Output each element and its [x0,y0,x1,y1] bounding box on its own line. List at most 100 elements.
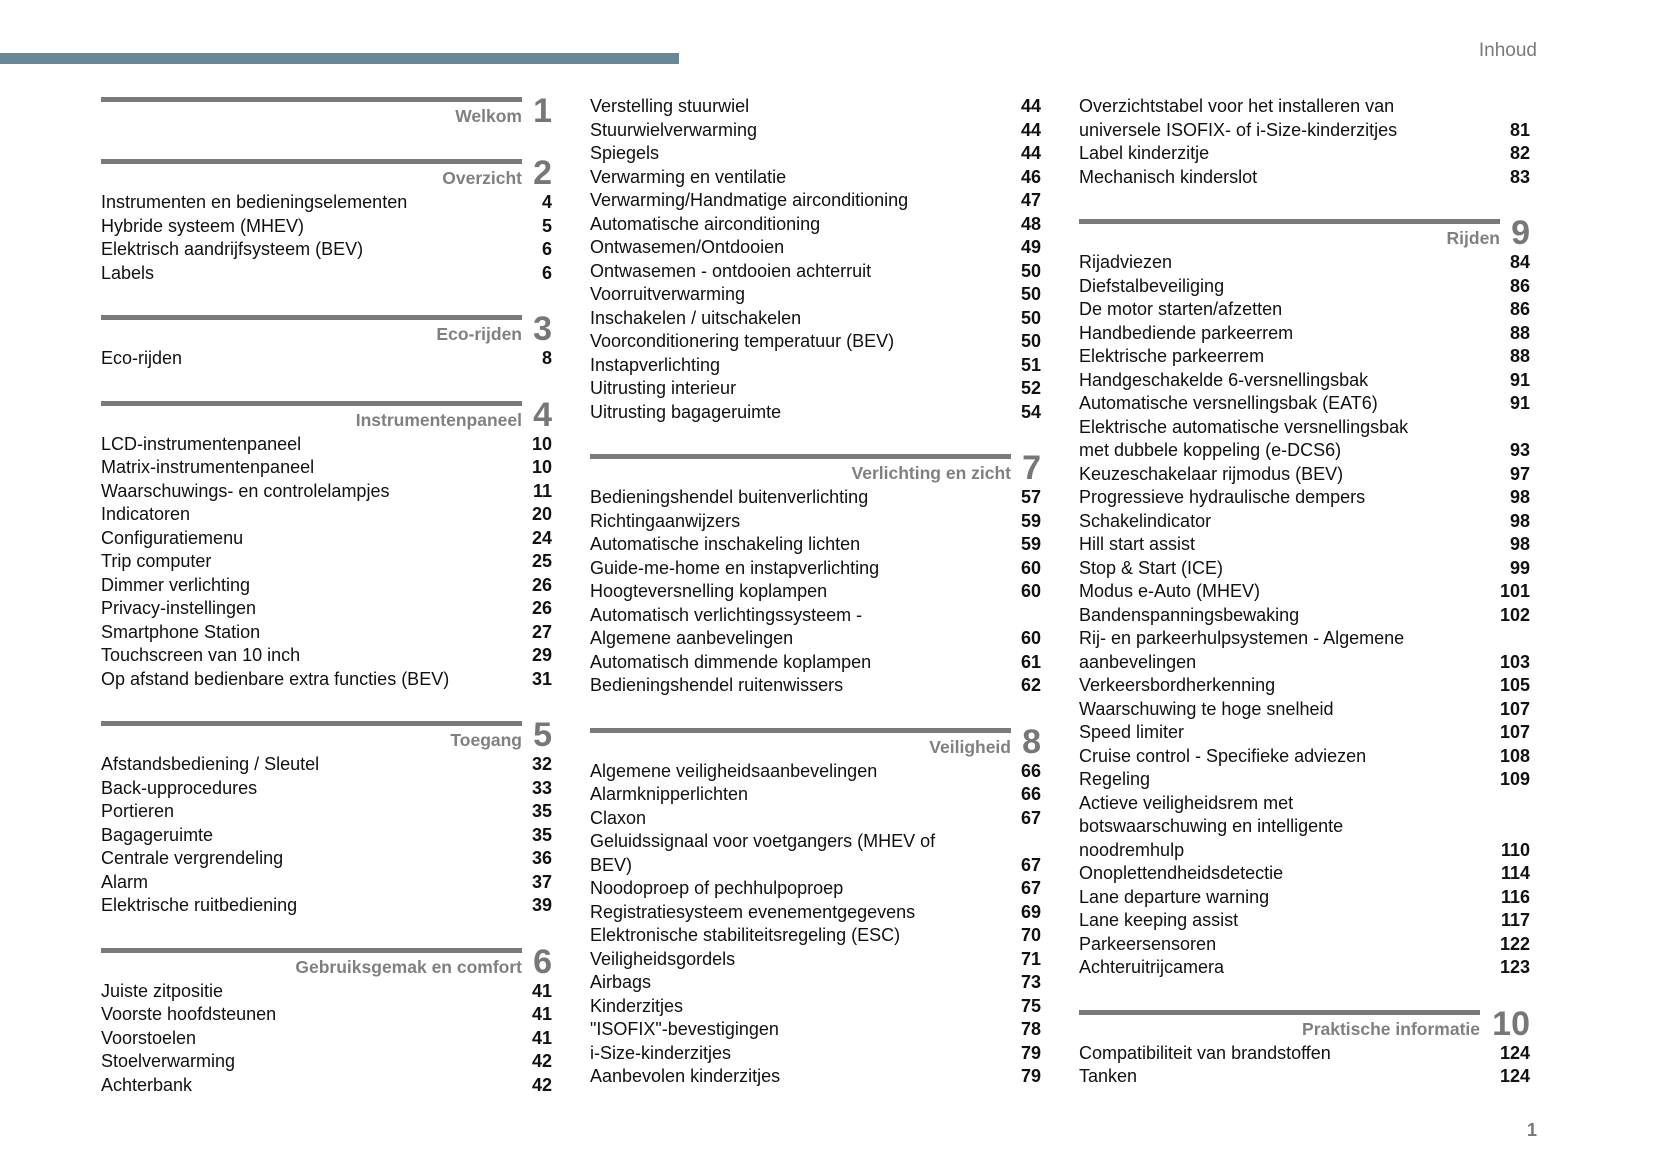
toc-entry[interactable]: Op afstand bedienbare extra functies (BE… [101,668,552,692]
toc-entry[interactable]: Instrumenten en bedieningselementen 4 [101,191,552,215]
section-header[interactable]: Overzicht 2 [101,155,552,191]
toc-entry[interactable]: Handbediende parkeerrem 88 [1079,322,1530,346]
toc-entry[interactable]: Bandenspanningsbewaking 102 [1079,604,1530,628]
toc-entry[interactable]: Touchscreen van 10 inch 29 [101,644,552,668]
toc-entry[interactable]: Speed limiter 107 [1079,721,1530,745]
section-header[interactable]: Instrumentenpaneel 4 [101,397,552,433]
toc-entry[interactable]: Noodoproep of pechhulpoproep 67 [590,877,1041,901]
toc-entry[interactable]: Verwarming en ventilatie 46 [590,166,1041,190]
toc-entry[interactable]: "ISOFIX"-bevestigingen 78 [590,1018,1041,1042]
toc-entry[interactable]: Automatisch dimmende koplampen 61 [590,651,1041,675]
toc-entry[interactable]: Geluidssignaal voor voetgangers (MHEV of… [590,830,1041,877]
section-header[interactable]: Praktische informatie 10 [1079,1006,1530,1042]
section-header[interactable]: Welkom 1 [101,93,552,129]
toc-entry[interactable]: Indicatoren 20 [101,503,552,527]
toc-entry[interactable]: Lane keeping assist 117 [1079,909,1530,933]
toc-entry[interactable]: Ontwasemen - ontdooien achterruit 50 [590,260,1041,284]
toc-entry[interactable]: Dimmer verlichting 26 [101,574,552,598]
toc-entry[interactable]: Handgeschakelde 6-versnellingsbak 91 [1079,369,1530,393]
toc-entry[interactable]: Diefstalbeveiliging 86 [1079,275,1530,299]
toc-entry[interactable]: Ontwasemen/Ontdooien 49 [590,236,1041,260]
toc-entry[interactable]: Algemene veiligheidsaanbevelingen 66 [590,760,1041,784]
toc-entry[interactable]: Tanken 124 [1079,1065,1530,1089]
toc-entry[interactable]: Alarm 37 [101,871,552,895]
toc-entry[interactable]: Verstelling stuurwiel 44 [590,95,1041,119]
section-header[interactable]: Verlichting en zicht 7 [590,450,1041,486]
toc-entry[interactable]: Rij- en parkeerhulpsystemen - Algemene aa… [1079,627,1530,674]
toc-entry[interactable]: Voorstoelen 41 [101,1027,552,1051]
toc-entry[interactable]: Spiegels 44 [590,142,1041,166]
toc-entry[interactable]: Modus e-Auto (MHEV) 101 [1079,580,1530,604]
toc-entry[interactable]: Schakelindicator 98 [1079,510,1530,534]
toc-entry[interactable]: Back-upprocedures 33 [101,777,552,801]
toc-entry[interactable]: Trip computer 25 [101,550,552,574]
toc-entry[interactable]: Hoogteversnelling koplampen 60 [590,580,1041,604]
toc-entry[interactable]: Automatische versnellingsbak (EAT6) 91 [1079,392,1530,416]
toc-entry[interactable]: Claxon 67 [590,807,1041,831]
toc-entry[interactable]: Hybride systeem (MHEV) 5 [101,215,552,239]
toc-entry[interactable]: Bagageruimte 35 [101,824,552,848]
toc-entry[interactable]: Elektrische parkeerrem 88 [1079,345,1530,369]
toc-entry[interactable]: Voorruitverwarming 50 [590,283,1041,307]
toc-entry[interactable]: Juiste zitpositie 41 [101,980,552,1004]
toc-entry[interactable]: i-Size-kinderzitjes 79 [590,1042,1041,1066]
toc-entry[interactable]: Bedieningshendel ruitenwissers 62 [590,674,1041,698]
toc-entry[interactable]: Matrix-instrumentenpaneel 10 [101,456,552,480]
toc-entry[interactable]: Aanbevolen kinderzitjes 79 [590,1065,1041,1089]
toc-entry[interactable]: Compatibiliteit van brandstoffen 124 [1079,1042,1530,1066]
toc-entry[interactable]: Progressieve hydraulische dempers 98 [1079,486,1530,510]
toc-entry[interactable]: De motor starten/afzetten 86 [1079,298,1530,322]
toc-entry[interactable]: Waarschuwing te hoge snelheid 107 [1079,698,1530,722]
toc-entry[interactable]: Keuzeschakelaar rijmodus (BEV) 97 [1079,463,1530,487]
section-header[interactable]: Rijden 9 [1079,215,1530,251]
toc-entry[interactable]: LCD-instrumentenpaneel 10 [101,433,552,457]
toc-entry[interactable]: Richtingaanwijzers 59 [590,510,1041,534]
toc-entry[interactable]: Automatische airconditioning 48 [590,213,1041,237]
toc-entry[interactable]: Portieren 35 [101,800,552,824]
toc-entry[interactable]: Guide-me-home en instapverlichting 60 [590,557,1041,581]
toc-entry[interactable]: Verwarming/Handmatige airconditioning 47 [590,189,1041,213]
toc-entry[interactable]: Rijadviezen 84 [1079,251,1530,275]
toc-entry[interactable]: Hill start assist 98 [1079,533,1530,557]
toc-entry[interactable]: Inschakelen / uitschakelen 50 [590,307,1041,331]
toc-entry[interactable]: Eco-rijden 8 [101,347,552,371]
toc-entry[interactable]: Alarmknipperlichten 66 [590,783,1041,807]
toc-entry[interactable]: Parkeersensoren 122 [1079,933,1530,957]
toc-entry[interactable]: Airbags 73 [590,971,1041,995]
toc-entry[interactable]: Automatisch verlichtingssysteem - Algemen… [590,604,1041,651]
toc-entry[interactable]: Stop & Start (ICE) 99 [1079,557,1530,581]
toc-entry[interactable]: Uitrusting bagageruimte 54 [590,401,1041,425]
toc-entry[interactable]: Centrale vergrendeling 36 [101,847,552,871]
toc-entry[interactable]: Automatische inschakeling lichten 59 [590,533,1041,557]
toc-entry[interactable]: Elektrisch aandrijfsysteem (BEV) 6 [101,238,552,262]
toc-entry[interactable]: Waarschuwings- en controlelampjes 11 [101,480,552,504]
toc-entry[interactable]: Afstandsbediening / Sleutel 32 [101,753,552,777]
toc-entry[interactable]: Bedieningshendel buitenverlichting 57 [590,486,1041,510]
toc-entry[interactable]: Stoelverwarming 42 [101,1050,552,1074]
toc-entry[interactable]: Smartphone Station 27 [101,621,552,645]
toc-entry[interactable]: Voorconditionering temperatuur (BEV) 50 [590,330,1041,354]
toc-entry[interactable]: Actieve veiligheidsrem met botswaarschuwi… [1079,792,1530,863]
toc-entry[interactable]: Veiligheidsgordels 71 [590,948,1041,972]
section-header[interactable]: Eco-rijden 3 [101,311,552,347]
toc-entry[interactable]: Lane departure warning 116 [1079,886,1530,910]
section-header[interactable]: Gebruiksgemak en comfort 6 [101,944,552,980]
toc-entry[interactable]: Stuurwielverwarming 44 [590,119,1041,143]
toc-entry[interactable]: Achterbank 42 [101,1074,552,1098]
toc-entry[interactable]: Achteruitrijcamera 123 [1079,956,1530,980]
toc-entry[interactable]: Cruise control - Specifieke adviezen 108 [1079,745,1530,769]
toc-entry[interactable]: Regeling 109 [1079,768,1530,792]
toc-entry[interactable]: Registratiesysteem evenementgegevens 69 [590,901,1041,925]
toc-entry[interactable]: Kinderzitjes 75 [590,995,1041,1019]
toc-entry[interactable]: Privacy-instellingen 26 [101,597,552,621]
toc-entry[interactable]: Overzichtstabel voor het installeren van… [1079,95,1530,142]
toc-entry[interactable]: Voorste hoofdsteunen 41 [101,1003,552,1027]
toc-entry[interactable]: Mechanisch kinderslot 83 [1079,166,1530,190]
toc-entry[interactable]: Label kinderzitje 82 [1079,142,1530,166]
toc-entry[interactable]: Labels 6 [101,262,552,286]
toc-entry[interactable]: Onoplettendheidsdetectie 114 [1079,862,1530,886]
toc-entry[interactable]: Uitrusting interieur 52 [590,377,1041,401]
section-header[interactable]: Veiligheid 8 [590,724,1041,760]
toc-entry[interactable]: Verkeersbordherkenning 105 [1079,674,1530,698]
toc-entry[interactable]: Elektrische ruitbediening 39 [101,894,552,918]
